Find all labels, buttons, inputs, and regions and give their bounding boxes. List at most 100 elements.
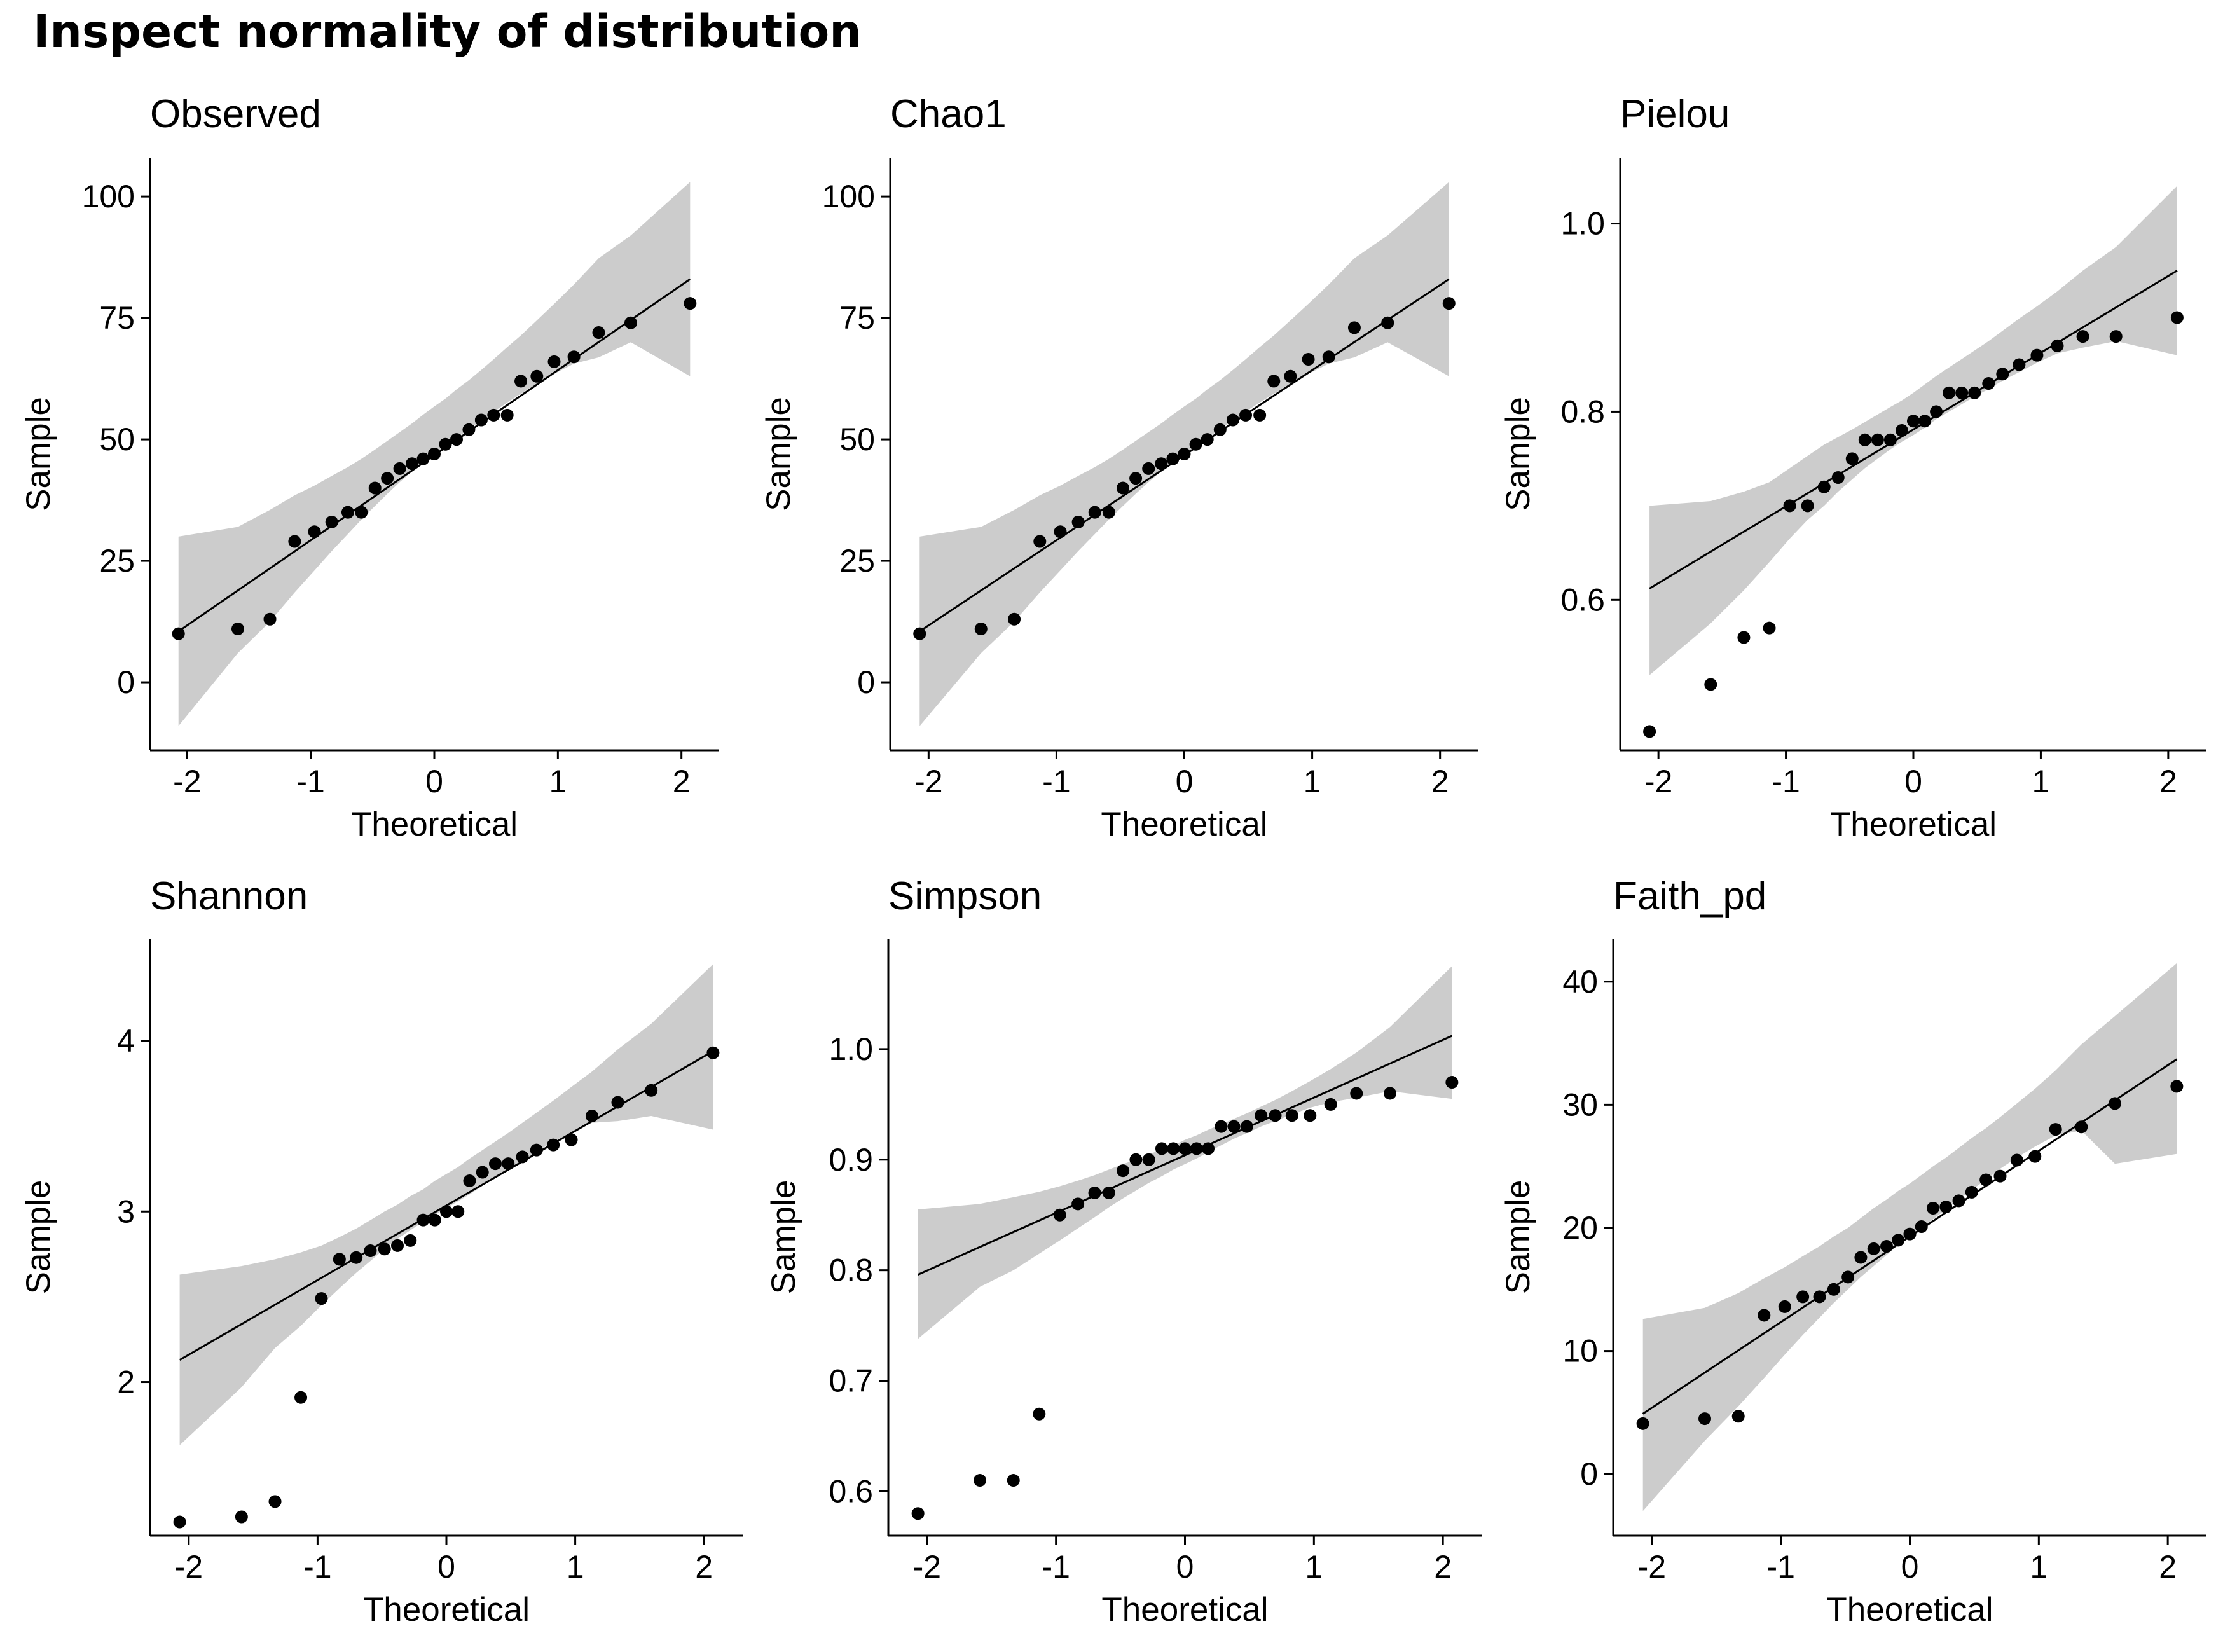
y-tick-label: 30 — [1562, 1087, 1598, 1122]
data-point — [1845, 452, 1859, 465]
y-axis-title: Sample — [20, 397, 57, 511]
panel-title: Pielou — [1620, 92, 1730, 136]
x-tick-label: -1 — [1766, 1549, 1794, 1585]
y-tick-label: 0.7 — [829, 1363, 873, 1399]
page-title: Inspect normality of distribution — [33, 5, 862, 58]
data-point — [474, 413, 488, 427]
data-point — [325, 515, 338, 528]
data-point — [1918, 415, 1932, 428]
data-point — [1955, 386, 1969, 399]
data-point — [1201, 433, 1214, 446]
x-tick-label: -2 — [173, 764, 201, 799]
data-point — [1129, 472, 1143, 485]
x-tick-label: -1 — [1042, 764, 1070, 799]
x-tick-label: 0 — [425, 764, 443, 799]
data-point — [547, 355, 561, 368]
panel-title: Chao1 — [890, 92, 1007, 136]
x-axis-title: Theoretical — [1101, 1591, 1268, 1628]
reference-line — [1649, 270, 2178, 589]
data-point — [911, 1507, 925, 1520]
data-point — [1190, 1142, 1203, 1155]
data-point — [502, 1157, 515, 1171]
data-point — [416, 1213, 430, 1227]
data-point — [1778, 1300, 1791, 1313]
data-point — [404, 1234, 417, 1247]
data-point — [592, 326, 605, 340]
panel-title: Faith_pd — [1613, 874, 1766, 918]
data-point — [565, 1133, 578, 1146]
data-point — [1996, 368, 2009, 381]
data-point — [355, 506, 368, 519]
y-axis-title: Sample — [1499, 1180, 1537, 1295]
x-tick-label: 1 — [2030, 1549, 2048, 1585]
data-point — [1284, 369, 1297, 383]
y-tick-label: 100 — [822, 179, 875, 214]
data-point — [1698, 1412, 1712, 1426]
data-point — [1383, 1087, 1396, 1100]
data-point — [1854, 1251, 1868, 1264]
data-point — [1643, 725, 1656, 738]
data-point — [439, 437, 452, 451]
data-point — [1927, 1202, 1940, 1215]
data-point — [451, 1205, 465, 1218]
data-point — [567, 350, 581, 364]
data-point — [1758, 1309, 1771, 1322]
data-point — [463, 1174, 476, 1187]
data-point — [1033, 535, 1047, 548]
data-point — [1858, 433, 1871, 446]
data-point — [406, 457, 419, 471]
data-point — [294, 1391, 308, 1404]
data-point — [341, 506, 354, 519]
x-axis-title: Theoretical — [351, 806, 518, 843]
data-point — [1704, 678, 1717, 691]
x-tick-label: 2 — [2159, 1549, 2177, 1585]
data-point — [1442, 297, 1456, 310]
x-tick-label: 0 — [1901, 1549, 1919, 1585]
data-point — [1813, 1290, 1826, 1304]
data-point — [2049, 1123, 2062, 1136]
x-tick-label: 2 — [673, 764, 691, 799]
data-point — [288, 535, 301, 548]
data-point — [1892, 1234, 1905, 1247]
data-point — [611, 1096, 624, 1109]
data-point — [1054, 525, 1067, 539]
data-point — [1102, 1186, 1115, 1199]
y-tick-label: 0.9 — [829, 1142, 873, 1178]
data-point — [1155, 457, 1168, 471]
data-point — [488, 1157, 502, 1171]
data-point — [235, 1510, 248, 1524]
data-point — [1226, 413, 1239, 427]
x-tick-label: 2 — [2159, 764, 2177, 799]
data-point — [1979, 1173, 1993, 1187]
x-tick-label: -2 — [913, 1549, 941, 1585]
x-tick-label: -2 — [1644, 764, 1672, 799]
x-tick-label: 0 — [1176, 764, 1194, 799]
data-point — [1636, 1417, 1649, 1430]
data-point — [350, 1251, 363, 1264]
x-tick-label: 1 — [1304, 764, 1321, 799]
x-tick-label: 2 — [1434, 1549, 1452, 1585]
x-tick-label: 0 — [437, 1549, 455, 1585]
data-point — [1817, 480, 1831, 493]
x-tick-label: -2 — [914, 764, 942, 799]
x-tick-label: 2 — [1431, 764, 1449, 799]
data-point — [440, 1205, 453, 1218]
data-point — [1968, 386, 1981, 399]
data-point — [1227, 1120, 1241, 1133]
x-tick-label: -2 — [175, 1549, 203, 1585]
x-axis-title: Theoretical — [1101, 806, 1267, 843]
data-point — [913, 627, 926, 640]
x-tick-label: -1 — [303, 1549, 331, 1585]
data-point — [1952, 1194, 1965, 1208]
data-point — [530, 369, 544, 383]
data-point — [514, 375, 528, 388]
y-axis-title: Sample — [760, 397, 797, 511]
panel-chao1: -2 -1 0 1 2 0 25 50 75 100 Chao1 Theoretical Sample — [760, 92, 1478, 843]
data-point — [2013, 358, 2026, 371]
panel-pielou: -2 -1 0 1 2 0.6 0.8 1.0 Pielou Theoretical Sample — [1499, 92, 2206, 843]
data-point — [416, 452, 430, 465]
data-point — [2010, 1153, 2023, 1167]
data-point — [1267, 375, 1281, 388]
y-tick-label: 20 — [1562, 1210, 1598, 1246]
data-point — [1071, 515, 1085, 528]
